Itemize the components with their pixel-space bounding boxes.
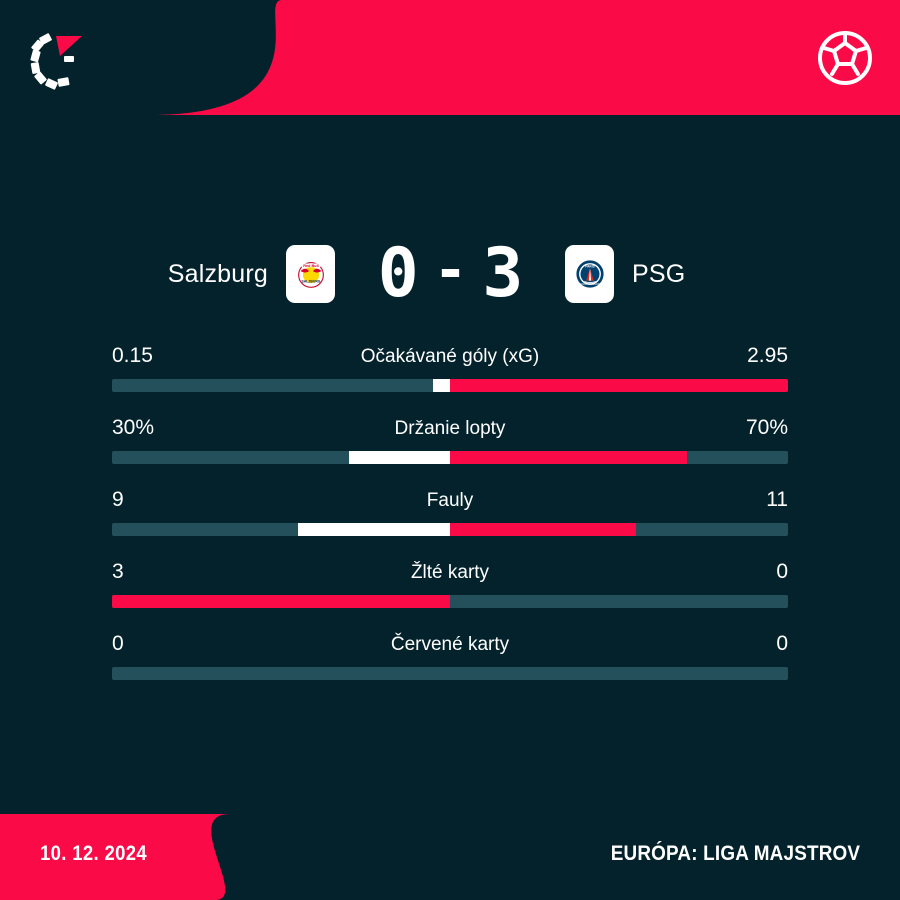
competition-name: EURÓPA: LIGA MAJSTROV [610, 842, 860, 865]
match-stats-list: 0.15 Očakávané góly (xG) 2.95 30% Držanie lo… [112, 344, 788, 680]
footer-banner: 10. 12. 2024 EURÓPA: LIGA MAJSTROV [0, 800, 900, 900]
svg-text:SAINT-GERMAIN: SAINT-GERMAIN [580, 283, 600, 286]
header-red-shape [150, 0, 900, 115]
stat-bar-away-fill [450, 451, 687, 464]
stat-bar [112, 523, 788, 536]
stat-away-value: 70% [745, 416, 788, 439]
stat-header: 30% Držanie lopty 70% [112, 416, 788, 440]
stat-bar-home-half [112, 595, 450, 608]
stat-bar-away-fill [450, 523, 636, 536]
stat-bar-home-fill [433, 379, 450, 392]
stat-away-value: 0 [776, 632, 788, 655]
svg-text:PARIS: PARIS [585, 264, 595, 268]
stat-bar-home-fill [348, 451, 450, 464]
stat-bar-home-fill [112, 595, 450, 608]
stat-header: 9 Fauly 11 [112, 488, 788, 512]
stat-label: Fauly [426, 490, 474, 511]
stat-row: 30% Držanie lopty 70% [112, 416, 788, 464]
circular-c-logo-icon [22, 26, 90, 94]
stat-bar [112, 595, 788, 608]
football-icon [814, 27, 876, 89]
stat-home-value: 30% [112, 416, 155, 439]
stat-bar-away-half [450, 379, 788, 392]
stat-row: 3 Žlté karty 0 [112, 560, 788, 608]
stat-home-value: 9 [112, 488, 124, 511]
stat-label: Očakávané góly (xG) [360, 346, 540, 367]
stat-bar-away-half [450, 595, 788, 608]
score-separator: - [433, 238, 468, 303]
stat-header: 0.15 Očakávané góly (xG) 2.95 [112, 344, 788, 368]
stat-away-value: 0 [776, 560, 788, 583]
stat-row: 0.15 Očakávané góly (xG) 2.95 [112, 344, 788, 392]
stat-home-value: 0.15 [112, 344, 153, 367]
stat-bar [112, 451, 788, 464]
stat-bar-home-fill [297, 523, 450, 536]
scoreboard: Salzburg Red Bull SALZBURG 0 - 3 PARIS S… [0, 238, 900, 310]
stat-label: Žlté karty [410, 562, 490, 583]
stat-home-value: 3 [112, 560, 124, 583]
stat-bar-away-half [450, 523, 788, 536]
stat-bar [112, 667, 788, 680]
stat-bar-home-half [112, 667, 450, 680]
stat-header: 0 Červené karty 0 [112, 632, 788, 656]
away-team-name: PSG [632, 259, 686, 288]
svg-text:SALZBURG: SALZBURG [301, 280, 320, 284]
away-score: 3 [482, 234, 523, 313]
stat-away-value: 11 [766, 488, 788, 511]
header-banner [0, 0, 900, 120]
score-display: 0 - 3 [357, 240, 543, 308]
stat-away-value: 2.95 [747, 344, 788, 367]
stat-bar [112, 379, 788, 392]
stat-bar-away-half [450, 451, 788, 464]
home-score: 0 [377, 234, 419, 313]
match-date: 10. 12. 2024 [40, 842, 147, 865]
footer-red-shape [0, 814, 230, 900]
svg-text:Red Bull: Red Bull [303, 264, 318, 268]
stat-bar-away-half [450, 667, 788, 680]
stat-bar-home-half [112, 451, 450, 464]
stat-header: 3 Žlté karty 0 [112, 560, 788, 584]
stat-label: Červené karty [390, 634, 510, 655]
home-team-name: Salzburg [167, 259, 268, 288]
red-bull-salzburg-crest-icon: Red Bull SALZBURG [286, 245, 335, 303]
stat-bar-home-half [112, 379, 450, 392]
stat-home-value: 0 [112, 632, 124, 655]
stat-label: Držanie lopty [394, 418, 506, 439]
psg-crest-icon: PARIS SAINT-GERMAIN [565, 245, 614, 303]
stat-row: 9 Fauly 11 [112, 488, 788, 536]
stat-bar-away-fill [450, 379, 788, 392]
stat-row: 0 Červené karty 0 [112, 632, 788, 680]
stat-bar-home-half [112, 523, 450, 536]
